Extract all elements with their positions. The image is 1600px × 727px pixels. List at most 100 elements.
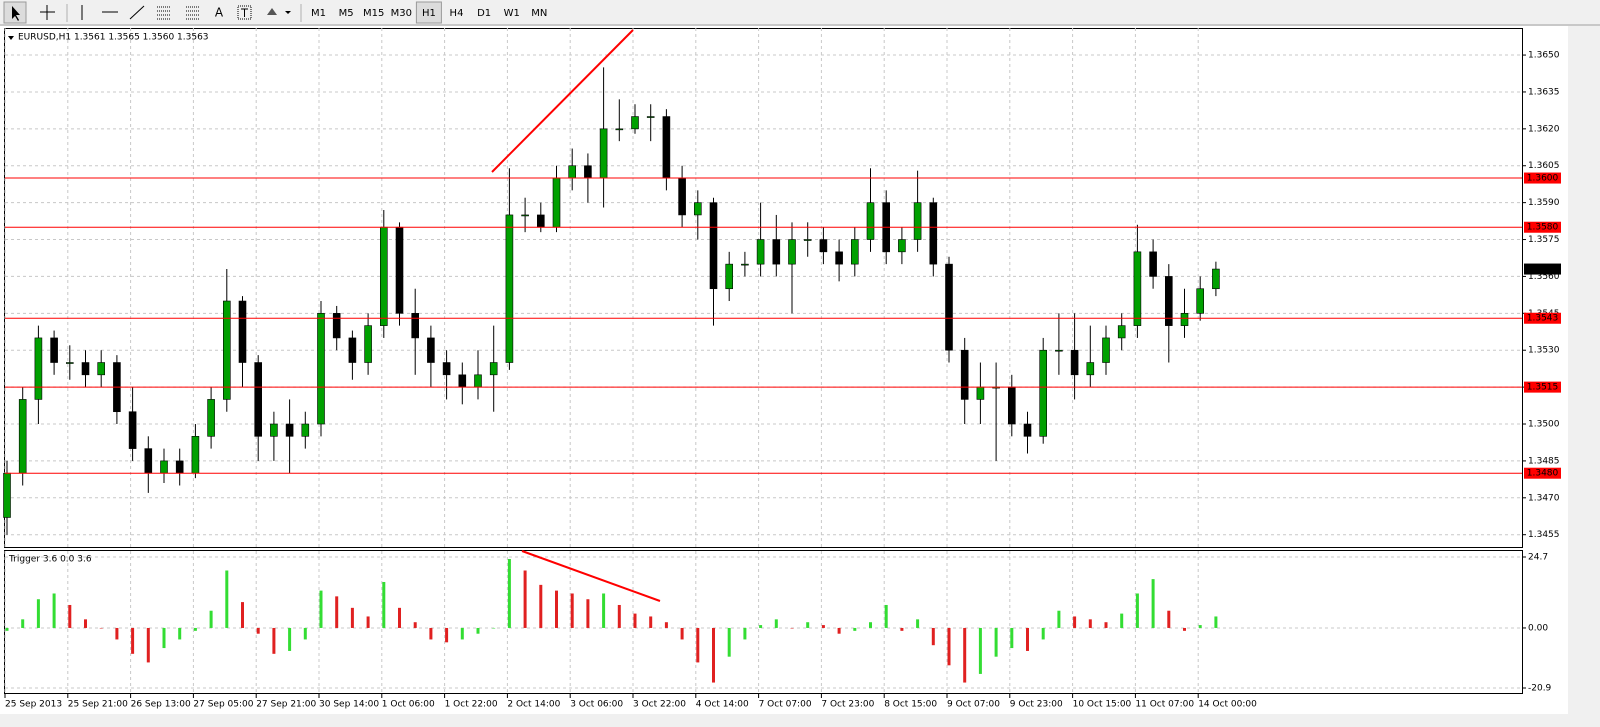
histogram-bar [978, 627, 982, 674]
label-tool-button[interactable] [237, 5, 252, 20]
histogram-bar [837, 627, 841, 634]
y-tick-label: 1.3620 [1528, 124, 1560, 134]
y-tick-label: 1.3485 [1528, 456, 1560, 466]
period-button[interactable]: H1 [422, 8, 436, 19]
histogram-bar [429, 627, 433, 640]
histogram-bar [539, 584, 543, 628]
histogram-bar [649, 616, 653, 628]
histogram-bar [1214, 616, 1218, 628]
candle-body [505, 214, 514, 363]
x-tick-label: 3 Oct 06:00 [570, 700, 623, 710]
x-tick-label: 10 Oct 15:00 [1073, 700, 1132, 710]
y-tick-label: 1.3530 [1528, 346, 1560, 356]
candle-body [1117, 325, 1126, 339]
candle-body [725, 263, 734, 290]
histogram-bar [570, 593, 574, 628]
candle-body [364, 325, 372, 363]
candle-body [18, 399, 27, 474]
histogram-bar [900, 627, 904, 631]
histogram-bar [1041, 627, 1045, 640]
candle-body [1086, 362, 1095, 376]
candle-body [929, 202, 938, 265]
candle-body [788, 239, 796, 265]
x-tick-label: 7 Oct 07:00 [759, 700, 812, 710]
candle-body [348, 337, 357, 363]
candle-body [536, 214, 545, 228]
level-label: 1.3580 [1527, 223, 1559, 233]
y-tick-label: 1.3470 [1528, 493, 1560, 503]
candle-body [756, 239, 765, 265]
histogram-bar [664, 622, 668, 628]
fibo-button[interactable] [186, 6, 199, 20]
histogram-bar [759, 625, 763, 628]
period-button[interactable]: D1 [477, 8, 491, 19]
candle-body [238, 300, 247, 363]
histogram-bar [1198, 625, 1202, 628]
histogram-bar [602, 593, 606, 628]
candle-body [678, 177, 686, 216]
candle-body [646, 116, 655, 118]
histogram-bar [272, 627, 276, 654]
histogram-bar [99, 627, 103, 629]
histogram-bar [382, 581, 386, 628]
period-button-active[interactable] [415, 1, 442, 24]
period-button[interactable]: M30 [391, 8, 412, 19]
text-tool-button[interactable]: A [215, 6, 224, 20]
candle-body [1007, 386, 1016, 425]
candle-body [976, 386, 985, 400]
histogram-bar [1167, 610, 1171, 628]
dropdown-arrow[interactable] [285, 11, 291, 14]
histogram-bar [1073, 616, 1077, 628]
candle-body [615, 128, 624, 131]
level-label-box [1524, 172, 1561, 184]
period-button[interactable]: H4 [450, 8, 464, 19]
candle-body [521, 214, 529, 217]
histogram-bar [335, 596, 339, 628]
candle-body [411, 313, 420, 339]
histogram-bar [460, 627, 464, 640]
period-button[interactable]: M1 [311, 8, 326, 19]
histogram-bar [445, 627, 449, 643]
arrows-button[interactable] [267, 8, 277, 15]
histogram-bar [303, 627, 307, 640]
candle-body [1133, 251, 1142, 326]
candle-body [1023, 423, 1032, 437]
level-label: 1.3600 [1527, 174, 1559, 184]
candle-body [285, 423, 294, 437]
candle-body [427, 337, 435, 363]
candle-body [803, 239, 812, 241]
histogram-bar [1010, 627, 1014, 649]
histogram-bar [256, 627, 260, 634]
x-tick-label: 1 Oct 06:00 [382, 700, 435, 710]
period-button[interactable]: M5 [339, 8, 354, 19]
last-price-label: 1.3563 [1527, 265, 1559, 275]
histogram-bar [633, 613, 637, 628]
candle-body [458, 374, 467, 388]
x-tick-label: 9 Oct 23:00 [1010, 700, 1063, 710]
histogram-bar [507, 559, 511, 628]
x-tick-label: 25 Sep 21:00 [68, 700, 128, 710]
period-button[interactable]: M15 [363, 8, 384, 19]
histogram-bar [68, 604, 72, 628]
histogram-bar [1151, 579, 1155, 628]
indicator-panel [4, 550, 1523, 694]
histogram-bar [146, 627, 150, 663]
symbol-menu-arrow[interactable] [8, 36, 14, 40]
histogram-bar [84, 619, 87, 628]
y-tick-label: 1.3650 [1528, 51, 1560, 61]
histogram-bar [963, 627, 967, 683]
candle-body [1196, 288, 1204, 314]
histogram-bar [774, 619, 778, 628]
candle-body [1070, 349, 1079, 376]
histogram-bar [727, 627, 731, 657]
candle-body [835, 251, 843, 265]
candle-body [317, 313, 325, 425]
histogram-bar [350, 607, 354, 628]
period-button[interactable]: MN [531, 8, 547, 19]
period-button[interactable]: W1 [504, 8, 520, 19]
trend-line [521, 550, 661, 602]
channel-button[interactable] [157, 6, 170, 20]
crosshair-button[interactable] [40, 5, 55, 20]
histogram-bar [5, 627, 9, 631]
trendline-button[interactable] [129, 5, 145, 20]
